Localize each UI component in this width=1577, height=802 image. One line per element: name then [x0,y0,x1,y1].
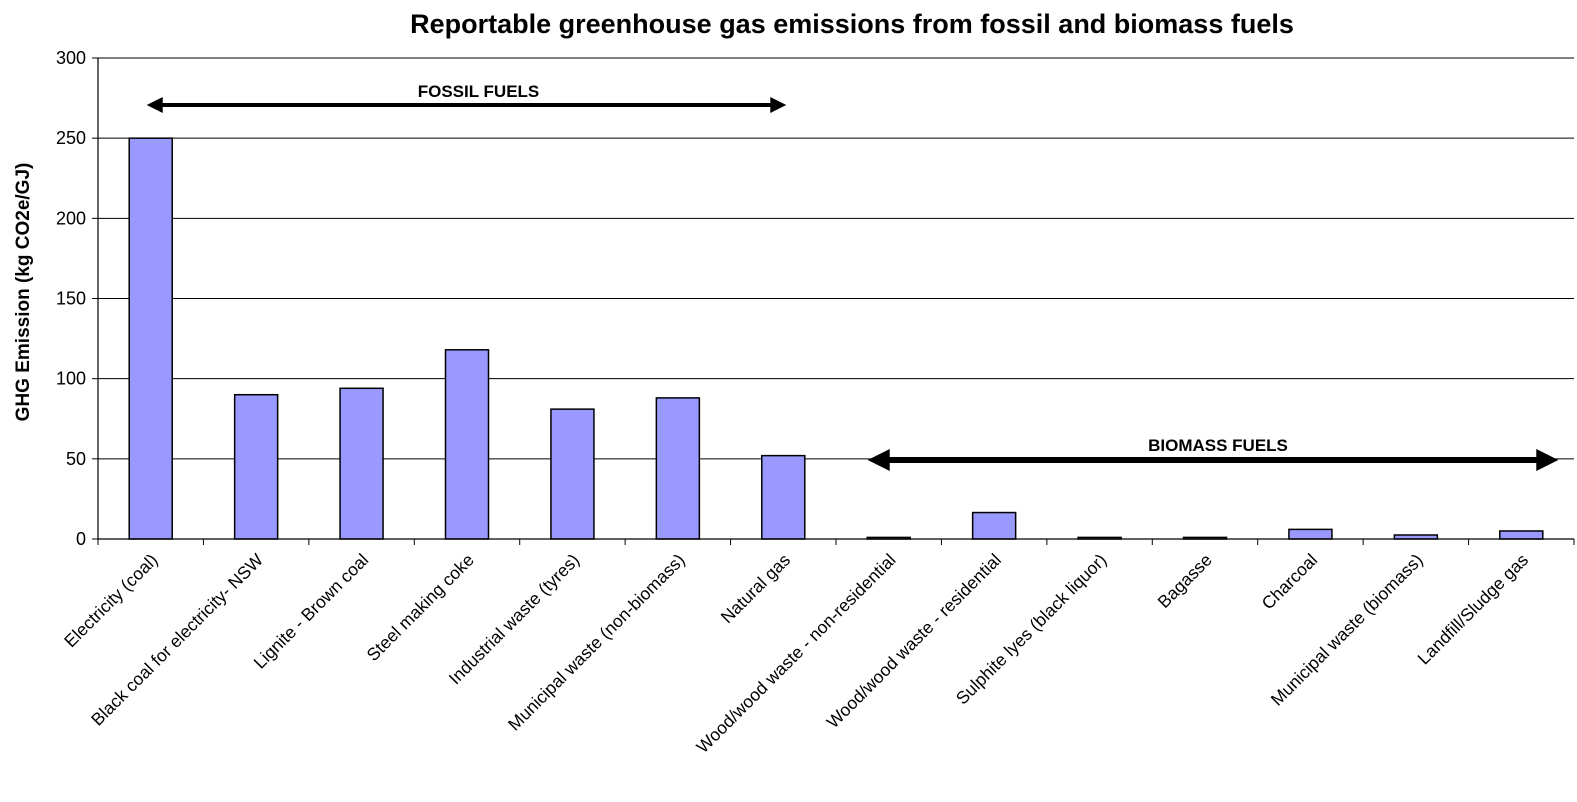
annotation-arrowhead [770,97,787,113]
y-tick-label: 250 [56,128,86,148]
y-tick-label: 200 [56,208,86,228]
bar [444,349,490,540]
bar [550,408,595,540]
annotation-arrowhead [1536,449,1559,471]
y-tick-label: 300 [56,48,86,68]
x-tick-label: Natural gas [717,550,795,628]
x-tick-labels: Electricity (coal)Black coal for electri… [60,549,1532,757]
x-tick-label: Municipal waste (non-biomass) [504,550,689,735]
x-tick-label: Landfill/Sludge gas [1413,550,1532,669]
gridlines [98,57,1574,460]
x-tick-label: Wood/wood waste - residential [823,550,1005,732]
bar [971,511,1017,540]
bar [1288,528,1333,540]
annotation-label: BIOMASS FUELS [1148,436,1288,455]
bar [339,387,384,540]
x-tick-label: Black coal for electricity- NSW [87,549,267,729]
bar [128,137,173,540]
y-tick-label: 150 [56,289,86,309]
bars [128,137,1544,540]
annotation-label: FOSSIL FUELS [418,82,540,101]
bar [655,397,701,540]
y-axis-label: GHG Emission (kg CO2e/GJ) [13,163,34,422]
x-tick-label: Charcoal [1258,550,1322,614]
x-tick-label: Bagasse [1154,550,1216,612]
annotations: FOSSIL FUELS BIOMASS FUELS [146,82,1559,471]
x-tick-label: Electricity (coal) [60,550,161,651]
x-tick-label: Steel making coke [363,550,478,665]
y-tick-label: 50 [66,449,86,469]
chart-title: Reportable greenhouse gas emissions from… [410,9,1294,39]
bar [233,393,279,540]
bar [1499,530,1544,540]
axes [92,57,1575,545]
x-tick-label: Lignite - Brown coal [250,550,373,673]
y-tick-labels: 0 50 100 150 200 250 300 [56,48,86,549]
bar [1393,534,1439,540]
y-tick-label: 100 [56,369,86,389]
y-tick-label: 0 [76,529,86,549]
x-tick-label: Wood/wood waste - non-residential [692,550,899,757]
bar [761,454,806,540]
annotation-arrowhead [146,97,163,113]
annotation-arrowhead [867,449,890,471]
